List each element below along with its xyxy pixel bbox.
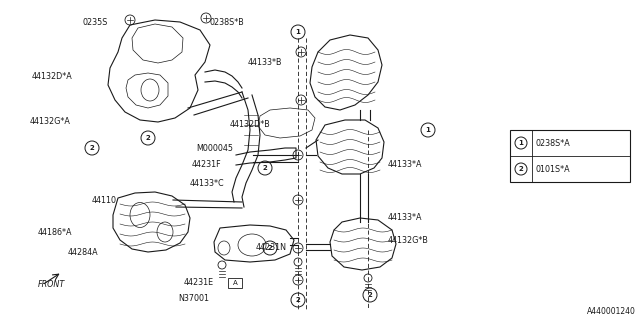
Text: 0101S*A: 0101S*A (536, 164, 571, 173)
Text: 44133*A: 44133*A (388, 160, 422, 169)
Text: 44231F: 44231F (192, 160, 221, 169)
Text: 0235S: 0235S (83, 18, 108, 27)
Text: 44110: 44110 (92, 196, 117, 205)
Text: 2: 2 (262, 165, 268, 171)
Text: M000045: M000045 (196, 144, 233, 153)
Text: FRONT: FRONT (38, 280, 65, 289)
Text: 44132G*B: 44132G*B (388, 236, 429, 245)
Text: 1: 1 (426, 127, 431, 133)
Text: 2: 2 (90, 145, 94, 151)
Text: 44132G*A: 44132G*A (30, 117, 71, 126)
Text: 2: 2 (146, 135, 150, 141)
Text: 1: 1 (518, 140, 524, 146)
Text: 44133*A: 44133*A (388, 213, 422, 222)
Text: 2: 2 (518, 166, 524, 172)
Text: 44284A: 44284A (68, 248, 99, 257)
Text: 2: 2 (367, 292, 372, 298)
Text: N37001: N37001 (178, 294, 209, 303)
Text: A440001240: A440001240 (587, 307, 636, 316)
Text: 2: 2 (296, 297, 300, 303)
Text: 0238S*B: 0238S*B (210, 18, 244, 27)
Text: 44132D*A: 44132D*A (32, 72, 73, 81)
Text: 44133*B: 44133*B (248, 58, 282, 67)
Text: 44186*A: 44186*A (38, 228, 72, 237)
Text: 2: 2 (268, 245, 273, 251)
Text: 44133*C: 44133*C (190, 179, 225, 188)
Text: A: A (232, 280, 237, 286)
Text: 44231N: 44231N (256, 243, 287, 252)
Text: 44231E: 44231E (184, 278, 214, 287)
Text: 44132D*B: 44132D*B (230, 120, 271, 129)
Text: 1: 1 (296, 29, 300, 35)
Text: 0238S*A: 0238S*A (536, 139, 571, 148)
